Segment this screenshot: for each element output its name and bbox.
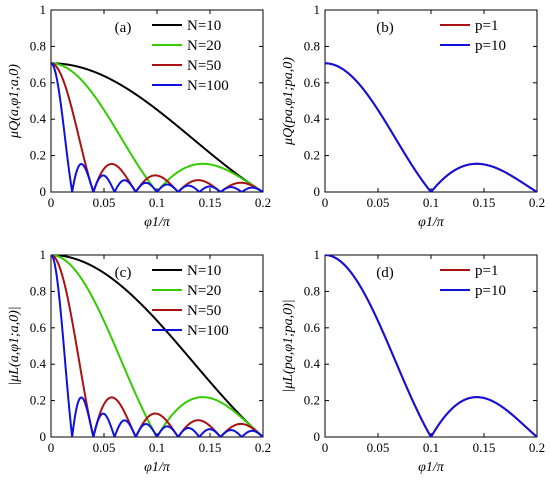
y-axis-label: μQ(pa,φ1;pa,0) [281, 57, 296, 146]
panel-label: (a) [115, 20, 132, 36]
x-tick-label: 0.2 [529, 440, 545, 455]
legend-entry: N=20 [187, 283, 221, 299]
y-axis-label: |μL(pa,φ1;pa,0)| [281, 299, 296, 392]
legend-entry: N=50 [187, 303, 221, 319]
y-tick-label: 0.4 [30, 111, 47, 126]
series-line-n10 [51, 255, 263, 437]
panel-a: 0 0.05 0.1 0.15 0.2 0 0.2 0.4 0.6 0.8 1 φ1/π μQ(a,φ1… [7, 2, 271, 230]
y-tick-label: 0 [40, 429, 47, 444]
x-tick-label: 0.15 [199, 195, 222, 210]
y-tick-label: 0.8 [304, 38, 320, 53]
legend-entry: p=1 [475, 18, 498, 34]
legend-entry: N=10 [187, 18, 221, 34]
panel-b: 0 0.05 0.1 0.15 0.2 0 0.2 0.4 0.6 0.8 1 φ1/π μQ(pa,φ… [281, 2, 545, 230]
y-tick-label: 0.4 [304, 111, 321, 126]
y-tick-label: 0 [40, 184, 47, 199]
panel-label: (d) [376, 265, 394, 281]
y-tick-label: 0.6 [304, 320, 321, 335]
legend-entry: N=20 [187, 38, 221, 54]
y-tick-label: 1 [314, 247, 321, 262]
y-tick-label: 0.2 [30, 148, 46, 163]
y-tick-label: 0.2 [30, 393, 46, 408]
series-line-n20 [51, 255, 263, 437]
x-axis-label: φ1/π [144, 215, 171, 230]
legend-entry: N=100 [187, 323, 229, 339]
x-axis-label: φ1/π [418, 215, 445, 230]
legend: N=10 N=20 N=50 N=100 [152, 18, 229, 94]
x-tick-label: 0.1 [423, 440, 439, 455]
y-tick-label: 0.6 [30, 320, 47, 335]
y-tick-label: 0.8 [30, 38, 46, 53]
x-tick-label: 0.2 [529, 195, 545, 210]
x-tick-label: 0 [322, 440, 329, 455]
series-line-n10 [51, 62, 263, 192]
panel-d: 0 0.05 0.1 0.15 0.2 0 0.2 0.4 0.6 0.8 1 φ1/π |μL(pa,… [281, 247, 545, 475]
series-line-p10 [325, 255, 537, 437]
series-group [325, 255, 537, 437]
x-tick-label: 0.15 [473, 195, 496, 210]
x-tick-label: 0 [48, 195, 55, 210]
series-line-n100 [51, 62, 263, 192]
y-tick-label: 1 [40, 2, 47, 17]
y-tick-label: 0.4 [304, 356, 321, 371]
x-tick-label: 0.15 [199, 440, 222, 455]
x-tick-label: 0.2 [255, 440, 271, 455]
x-tick-label: 0 [322, 195, 329, 210]
y-tick-label: 0 [314, 184, 321, 199]
x-tick-label: 0.05 [93, 440, 116, 455]
y-tick-label: 0.2 [304, 148, 320, 163]
panel-label: (c) [115, 265, 132, 281]
y-tick-label: 1 [40, 247, 47, 262]
x-tick-label: 0.2 [255, 195, 271, 210]
series-line-n100 [51, 255, 263, 437]
x-tick-label: 0.15 [473, 440, 496, 455]
series-group [51, 255, 263, 437]
y-axis-label: μQ(a,φ1;a,0) [7, 64, 22, 139]
series-group [325, 62, 537, 192]
x-tick-label: 0.1 [149, 440, 165, 455]
legend-entry: N=50 [187, 58, 221, 74]
y-tick-label: 0.6 [30, 75, 47, 90]
legend: p=1 p=10 [440, 18, 506, 54]
legend-entry: p=1 [475, 263, 498, 279]
y-axis-label: |μL(a,φ1;a,0)| [7, 306, 22, 385]
x-axis-label: φ1/π [418, 460, 445, 475]
legend: p=1 p=10 [440, 263, 506, 299]
panel-c: 0 0.05 0.1 0.15 0.2 0 0.2 0.4 0.6 0.8 1 φ1/π |μL(a,φ… [7, 247, 271, 475]
x-tick-label: 0.05 [367, 195, 390, 210]
x-axis-label: φ1/π [144, 460, 171, 475]
y-tick-label: 0.6 [304, 75, 321, 90]
x-tick-label: 0.1 [423, 195, 439, 210]
y-tick-label: 1 [314, 2, 321, 17]
legend-entry: N=100 [187, 78, 229, 94]
x-tick-label: 0.1 [149, 195, 165, 210]
panel-label: (b) [376, 20, 394, 36]
y-tick-label: 0.2 [304, 393, 320, 408]
series-line-n20 [51, 62, 263, 192]
y-tick-label: 0 [314, 429, 321, 444]
series-group [51, 62, 263, 192]
x-tick-label: 0 [48, 440, 55, 455]
legend: N=10 N=20 N=50 N=100 [152, 263, 229, 339]
y-tick-label: 0.4 [30, 356, 47, 371]
y-tick-label: 0.8 [30, 283, 46, 298]
y-tick-label: 0.8 [304, 283, 320, 298]
legend-entry: N=10 [187, 263, 221, 279]
legend-entry: p=10 [475, 38, 506, 54]
legend-entry: p=10 [475, 283, 506, 299]
x-tick-label: 0.05 [367, 440, 390, 455]
series-line-p10 [325, 62, 537, 192]
x-tick-label: 0.05 [93, 195, 116, 210]
